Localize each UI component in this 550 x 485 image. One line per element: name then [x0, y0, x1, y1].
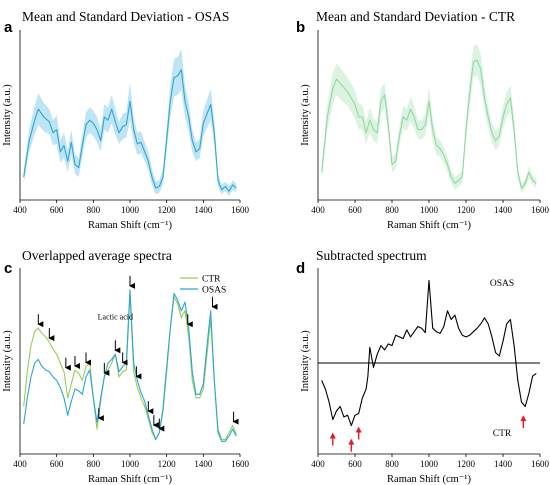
- panel-d: d Subtracted spectrum 400 600 800 1000 1200 140…: [296, 248, 550, 485]
- panel-b: b Mean and Standard Deviation - CTR 400 600…: [296, 9, 550, 231]
- x-tick-label: 1200: [457, 205, 476, 215]
- x-tick-label: 600: [50, 459, 64, 469]
- red-arrow-head: [355, 426, 362, 433]
- panel-letter: b: [296, 19, 305, 36]
- x-tick-label: 1000: [121, 205, 140, 215]
- x-tick-label: 600: [50, 205, 64, 215]
- x-tick-label: 1000: [420, 459, 439, 469]
- x-axis-label: Raman Shift (cm⁻¹): [387, 474, 471, 485]
- series-line-osas: [23, 289, 237, 442]
- red-arrow-head: [520, 415, 527, 422]
- x-tick-label: 1200: [457, 459, 476, 469]
- x-tick-label: 400: [13, 205, 27, 215]
- x-tick-label: 1200: [158, 459, 177, 469]
- x-tick-label: 800: [87, 459, 101, 469]
- panel-a: a Mean and Standard Deviation - OSAS 400 60…: [2, 9, 250, 231]
- x-tick-label: 1400: [194, 205, 213, 215]
- x-axis-label: Raman Shift (cm⁻¹): [88, 220, 172, 231]
- x-tick-label: 1000: [121, 459, 140, 469]
- sd-band: [321, 44, 537, 193]
- x-tick-label: 1600: [231, 205, 250, 215]
- x-tick-label: 1600: [531, 459, 550, 469]
- plot-area: [23, 289, 237, 442]
- x-axis-label: Raman Shift (cm⁻¹): [88, 474, 172, 485]
- panel-c: c Overlapped average spectra 400 600 800 1000…: [2, 248, 250, 485]
- x-tick-label: 1000: [420, 205, 439, 215]
- red-arrow-head: [329, 432, 336, 439]
- lactic-acid-label: Lactic acid: [98, 313, 133, 322]
- series-line-mean: [23, 69, 237, 192]
- series-line-mean: [321, 59, 537, 189]
- red-arrow-head: [348, 438, 355, 445]
- x-tick-label: 800: [385, 459, 399, 469]
- y-axis-label: Intensity (a.u.): [300, 330, 311, 392]
- series-line-mean: [321, 279, 537, 427]
- plot-area: [318, 279, 540, 427]
- x-tick-label: 1200: [158, 205, 177, 215]
- x-tick-label: 1600: [231, 459, 250, 469]
- x-axis-label: Raman Shift (cm⁻¹): [387, 220, 471, 231]
- x-tick-label: 800: [87, 205, 101, 215]
- x-tick-label: 400: [311, 205, 325, 215]
- x-tick-label: 1400: [494, 459, 513, 469]
- sd-band: [23, 49, 237, 196]
- panel-title: Overlapped average spectra: [22, 248, 172, 263]
- legend-label-osas: OSAS: [202, 286, 226, 296]
- panel-letter: d: [296, 260, 305, 277]
- plot-area: [321, 44, 537, 193]
- y-axis-label: Intensity (a.u.): [2, 84, 13, 146]
- osas-region-label: OSAS: [490, 279, 514, 289]
- panel-letter: c: [4, 260, 12, 277]
- y-axis-label: Intensity (a.u.): [2, 330, 13, 392]
- x-tick-label: 1400: [494, 205, 513, 215]
- ctr-region-label: CTR: [493, 429, 512, 439]
- y-axis-label: Intensity (a.u.): [300, 84, 311, 146]
- panel-letter: a: [4, 19, 13, 36]
- x-tick-label: 400: [311, 459, 325, 469]
- plot-area: [23, 49, 237, 196]
- legend-label-ctr: CTR: [202, 275, 221, 285]
- x-tick-label: 1400: [194, 459, 213, 469]
- x-tick-label: 600: [348, 459, 362, 469]
- panel-title: Mean and Standard Deviation - OSAS: [22, 9, 229, 24]
- panel-title: Subtracted spectrum: [316, 248, 427, 263]
- x-tick-label: 600: [348, 205, 362, 215]
- x-tick-label: 800: [385, 205, 399, 215]
- x-tick-label: 400: [13, 459, 27, 469]
- panel-title: Mean and Standard Deviation - CTR: [316, 9, 515, 24]
- x-tick-label: 1600: [531, 205, 550, 215]
